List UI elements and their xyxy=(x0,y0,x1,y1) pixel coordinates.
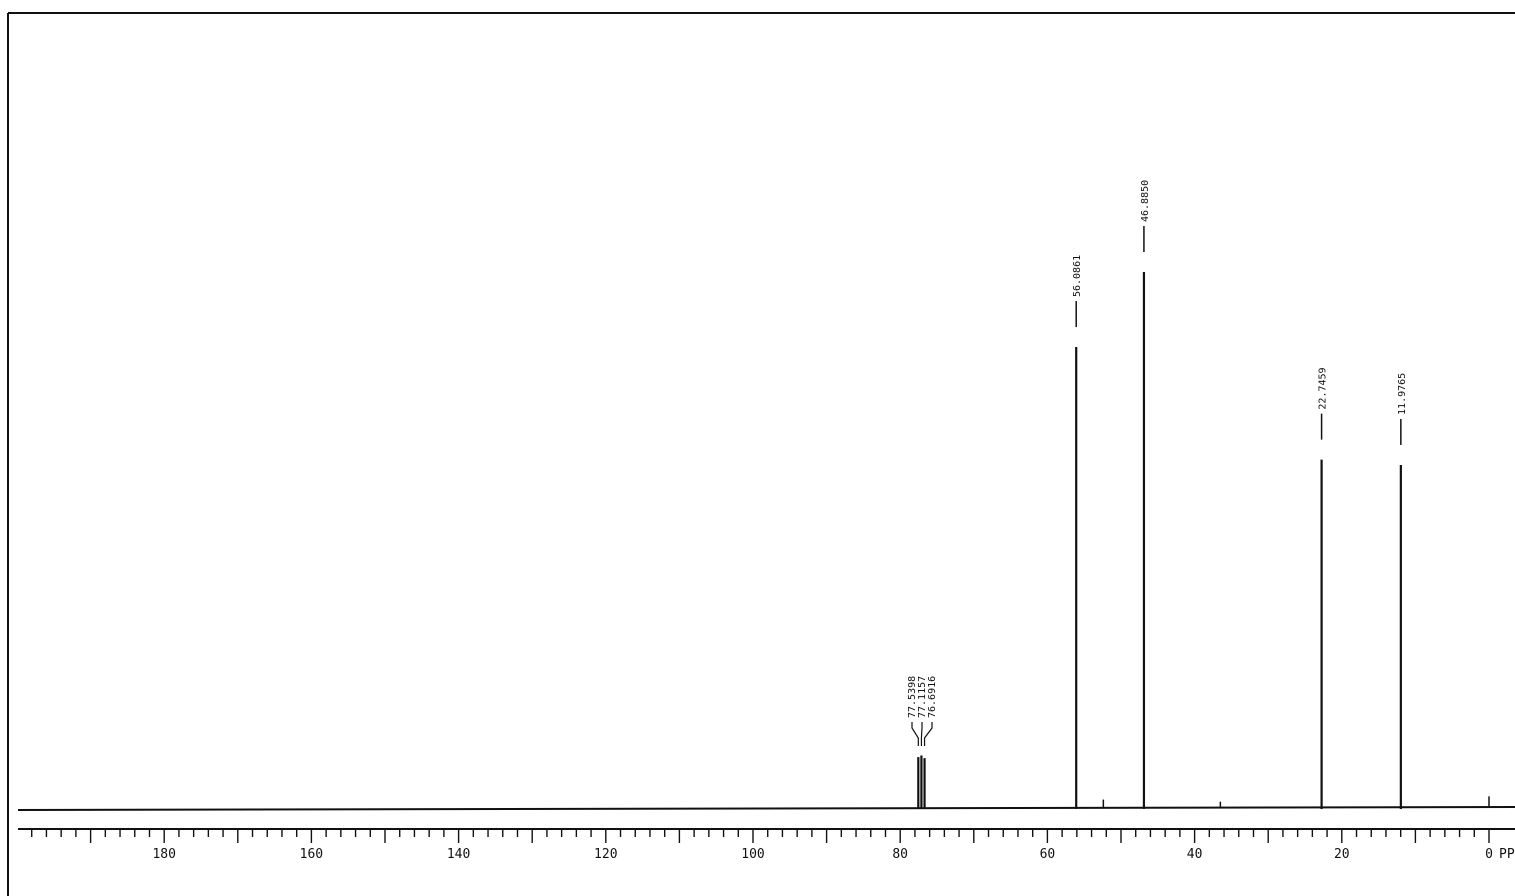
peak-connector-77.5398 xyxy=(911,722,919,746)
peak-label-76.6916: 76.6916 xyxy=(927,676,938,718)
peak-connector-76.6916 xyxy=(923,722,933,746)
peak-connector-77.1157 xyxy=(920,722,923,746)
peak-label-46.8850: 46.8850 xyxy=(1140,180,1151,222)
tick-label-80: 80 xyxy=(892,847,908,862)
peak-label-77.5398: 77.5398 xyxy=(907,676,918,718)
tick-label-0: 0 xyxy=(1485,847,1493,862)
tick-label-60: 60 xyxy=(1040,847,1056,862)
peak-label-11.9765: 11.9765 xyxy=(1397,373,1408,415)
axis-unit-label: PPM xyxy=(1499,847,1515,862)
baseline-line xyxy=(17,806,1515,811)
tick-label-20: 20 xyxy=(1334,847,1350,862)
spectrum-peaks xyxy=(917,272,1490,809)
peak-labels: 77.5398 77.1157 76.6916 56.0861 46.8850 22.74… xyxy=(907,180,1408,746)
peak-label-56.0861: 56.0861 xyxy=(1072,255,1083,297)
tick-label-140: 140 xyxy=(447,847,470,862)
tick-label-40: 40 xyxy=(1187,847,1203,862)
tick-label-160: 160 xyxy=(300,847,323,862)
spectrum-baseline xyxy=(17,806,1515,811)
tick-label-180: 180 xyxy=(152,847,175,862)
peak-label-22.7459: 22.7459 xyxy=(1318,367,1329,409)
axis-tick-labels: 180 160 140 120 100 80 60 40 20 0 xyxy=(152,847,1492,862)
peak-label-77.1157: 77.1157 xyxy=(917,676,928,718)
axis-ticks xyxy=(31,829,1490,843)
tick-label-100: 100 xyxy=(741,847,764,862)
tick-label-120: 120 xyxy=(594,847,617,862)
plot-frame xyxy=(7,12,1515,896)
